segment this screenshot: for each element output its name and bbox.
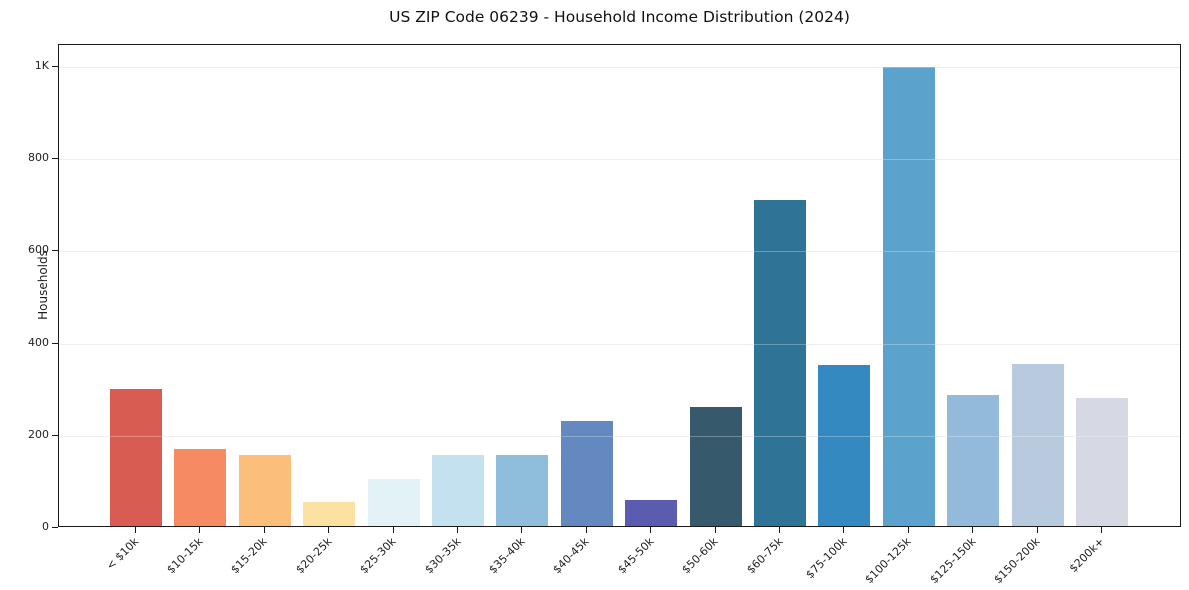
gridline-800 bbox=[59, 159, 1180, 161]
x-tick-mark-$75-100k bbox=[843, 527, 845, 533]
x-tick-mark-$30-35k bbox=[457, 527, 458, 533]
x-tick-mark-$10-15k bbox=[199, 527, 201, 533]
x-tick-mark-$200k+ bbox=[1101, 527, 1102, 533]
y-tick-mark-0 bbox=[52, 527, 58, 528]
bar-$50-60k bbox=[689, 406, 742, 526]
gridlines-layer bbox=[59, 45, 1180, 526]
x-tick-label-$50-60k: $50-60k bbox=[679, 535, 721, 577]
bar-$40-45k bbox=[560, 421, 613, 526]
bar-$45-50k bbox=[625, 500, 678, 526]
x-tick-mark-$35-40k bbox=[521, 527, 523, 533]
x-tick-label-< $10k: < $10k bbox=[103, 535, 142, 573]
y-axis-label: Households bbox=[35, 250, 50, 320]
x-tick-mark-$45-50k bbox=[650, 527, 652, 533]
y-tick-label-600: 600 bbox=[28, 243, 49, 257]
x-tick-label-$75-100k: $75-100k bbox=[803, 535, 850, 582]
x-tick-label-$200k+: $200k+ bbox=[1067, 535, 1108, 576]
x-tick-mark-$15-20k bbox=[263, 527, 265, 533]
gridline-200 bbox=[59, 435, 1180, 437]
x-tick-label-$60-75k: $60-75k bbox=[743, 535, 786, 577]
x-tick-label-$100-125k: $100-125k bbox=[862, 535, 914, 587]
gridlines-overlay bbox=[59, 45, 1180, 526]
gridline-overlay-200 bbox=[59, 435, 1180, 437]
bar-$35-40k bbox=[496, 455, 549, 526]
bar-$10-15k bbox=[174, 449, 227, 526]
gridline-400 bbox=[59, 343, 1180, 345]
x-tick-label-$20-25k: $20-25k bbox=[293, 535, 335, 577]
bar-$100-125k bbox=[882, 67, 935, 526]
gridline-overlay-600 bbox=[59, 251, 1180, 253]
y-tick-label-400: 400 bbox=[28, 335, 49, 349]
x-tick-label-$125-150k: $125-150k bbox=[927, 535, 979, 587]
gridline-1K bbox=[59, 67, 1180, 68]
x-tick-label-$35-40k: $35-40k bbox=[486, 535, 528, 577]
y-tick-label-0: 0 bbox=[42, 520, 49, 533]
x-tick-label-$25-30k: $25-30k bbox=[357, 535, 399, 577]
x-tick-label-$45-50k: $45-50k bbox=[615, 535, 657, 577]
gridline-overlay-400 bbox=[59, 343, 1180, 345]
x-tick-mark-$20-25k bbox=[328, 527, 330, 533]
bar-$150-200k bbox=[1011, 364, 1064, 526]
bar-$75-100k bbox=[818, 364, 871, 526]
bar-$20-25k bbox=[303, 502, 356, 526]
y-tick-mark-800 bbox=[52, 158, 58, 160]
y-tick-mark-600 bbox=[52, 250, 58, 252]
bar-$15-20k bbox=[238, 454, 291, 526]
gridline-600 bbox=[59, 251, 1180, 253]
chart-title: US ZIP Code 06239 - Household Income Dis… bbox=[389, 8, 850, 26]
y-tick-mark-400 bbox=[52, 342, 58, 344]
bar-$30-35k bbox=[432, 454, 484, 526]
x-tick-mark-$50-60k bbox=[714, 527, 716, 533]
x-tick-mark-$60-75k bbox=[779, 527, 780, 533]
x-tick-mark-$150-200k bbox=[1036, 527, 1038, 533]
y-tick-mark-200 bbox=[52, 434, 58, 436]
bars-layer bbox=[59, 45, 1180, 526]
y-tick-label-200: 200 bbox=[28, 427, 49, 441]
x-tick-mark-$125-150k bbox=[972, 527, 974, 533]
x-tick-mark-$40-45k bbox=[585, 527, 587, 533]
gridline-overlay-800 bbox=[59, 159, 1180, 161]
y-tick-mark-1K bbox=[52, 66, 58, 67]
x-tick-mark-$25-30k bbox=[392, 527, 394, 533]
x-tick-mark-$100-125k bbox=[907, 527, 909, 533]
x-tick-label-$40-45k: $40-45k bbox=[550, 535, 592, 577]
x-tick-label-$10-15k: $10-15k bbox=[164, 535, 206, 577]
bar-< $10k bbox=[110, 388, 162, 526]
x-tick-label-$150-200k: $150-200k bbox=[991, 535, 1043, 587]
x-tick-mark-< $10k bbox=[135, 527, 136, 533]
plot-area bbox=[58, 44, 1181, 527]
bar-$25-30k bbox=[367, 479, 420, 526]
x-tick-label-$15-20k: $15-20k bbox=[228, 535, 270, 577]
bar-$200k+ bbox=[1076, 397, 1128, 526]
bar-$125-150k bbox=[947, 394, 1000, 526]
y-tick-label-800: 800 bbox=[28, 151, 49, 165]
bar-$60-75k bbox=[754, 200, 806, 526]
x-tick-label-$30-35k: $30-35k bbox=[421, 535, 464, 577]
gridline-overlay-1K bbox=[59, 67, 1180, 68]
y-tick-label-1K: 1K bbox=[34, 59, 49, 72]
